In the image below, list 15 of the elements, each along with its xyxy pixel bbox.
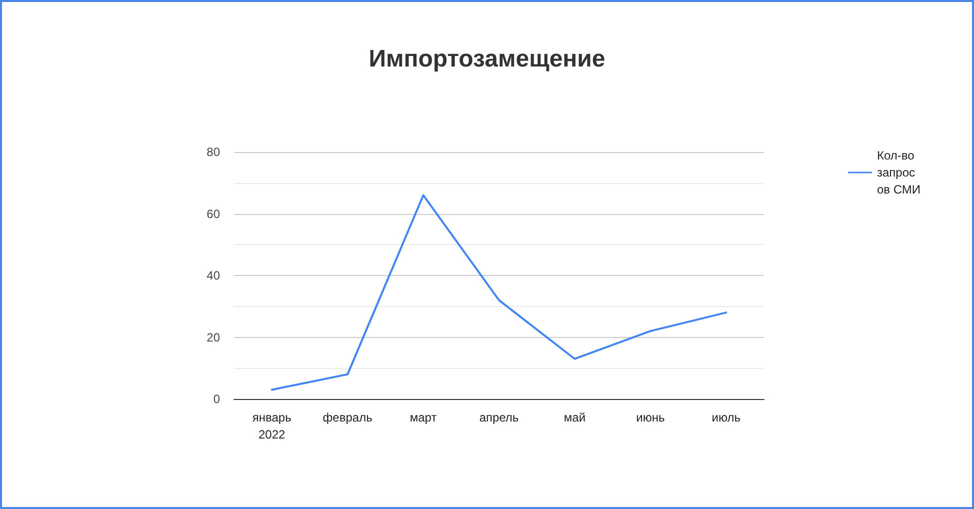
x-tick-label: март bbox=[410, 410, 438, 424]
y-tick-label: 60 bbox=[206, 206, 220, 221]
chart-title: Импортозамещение bbox=[368, 46, 606, 72]
x-tick-label: июль bbox=[712, 410, 740, 424]
x-tick-label: январь 2022 bbox=[252, 410, 292, 442]
x-tick-label: апрель bbox=[479, 410, 519, 424]
x-tick-label: июнь bbox=[636, 410, 665, 424]
line-series bbox=[270, 194, 728, 391]
legend-label: Кол-во запросов СМИ bbox=[877, 148, 921, 196]
x-tick-label: февраль bbox=[322, 410, 372, 424]
y-tick-label: 40 bbox=[206, 268, 220, 282]
y-tick-label: 0 bbox=[213, 392, 220, 406]
x-tick-label: май bbox=[564, 410, 586, 424]
y-tick-label: 80 bbox=[206, 145, 220, 159]
y-tick-label: 20 bbox=[206, 330, 220, 344]
